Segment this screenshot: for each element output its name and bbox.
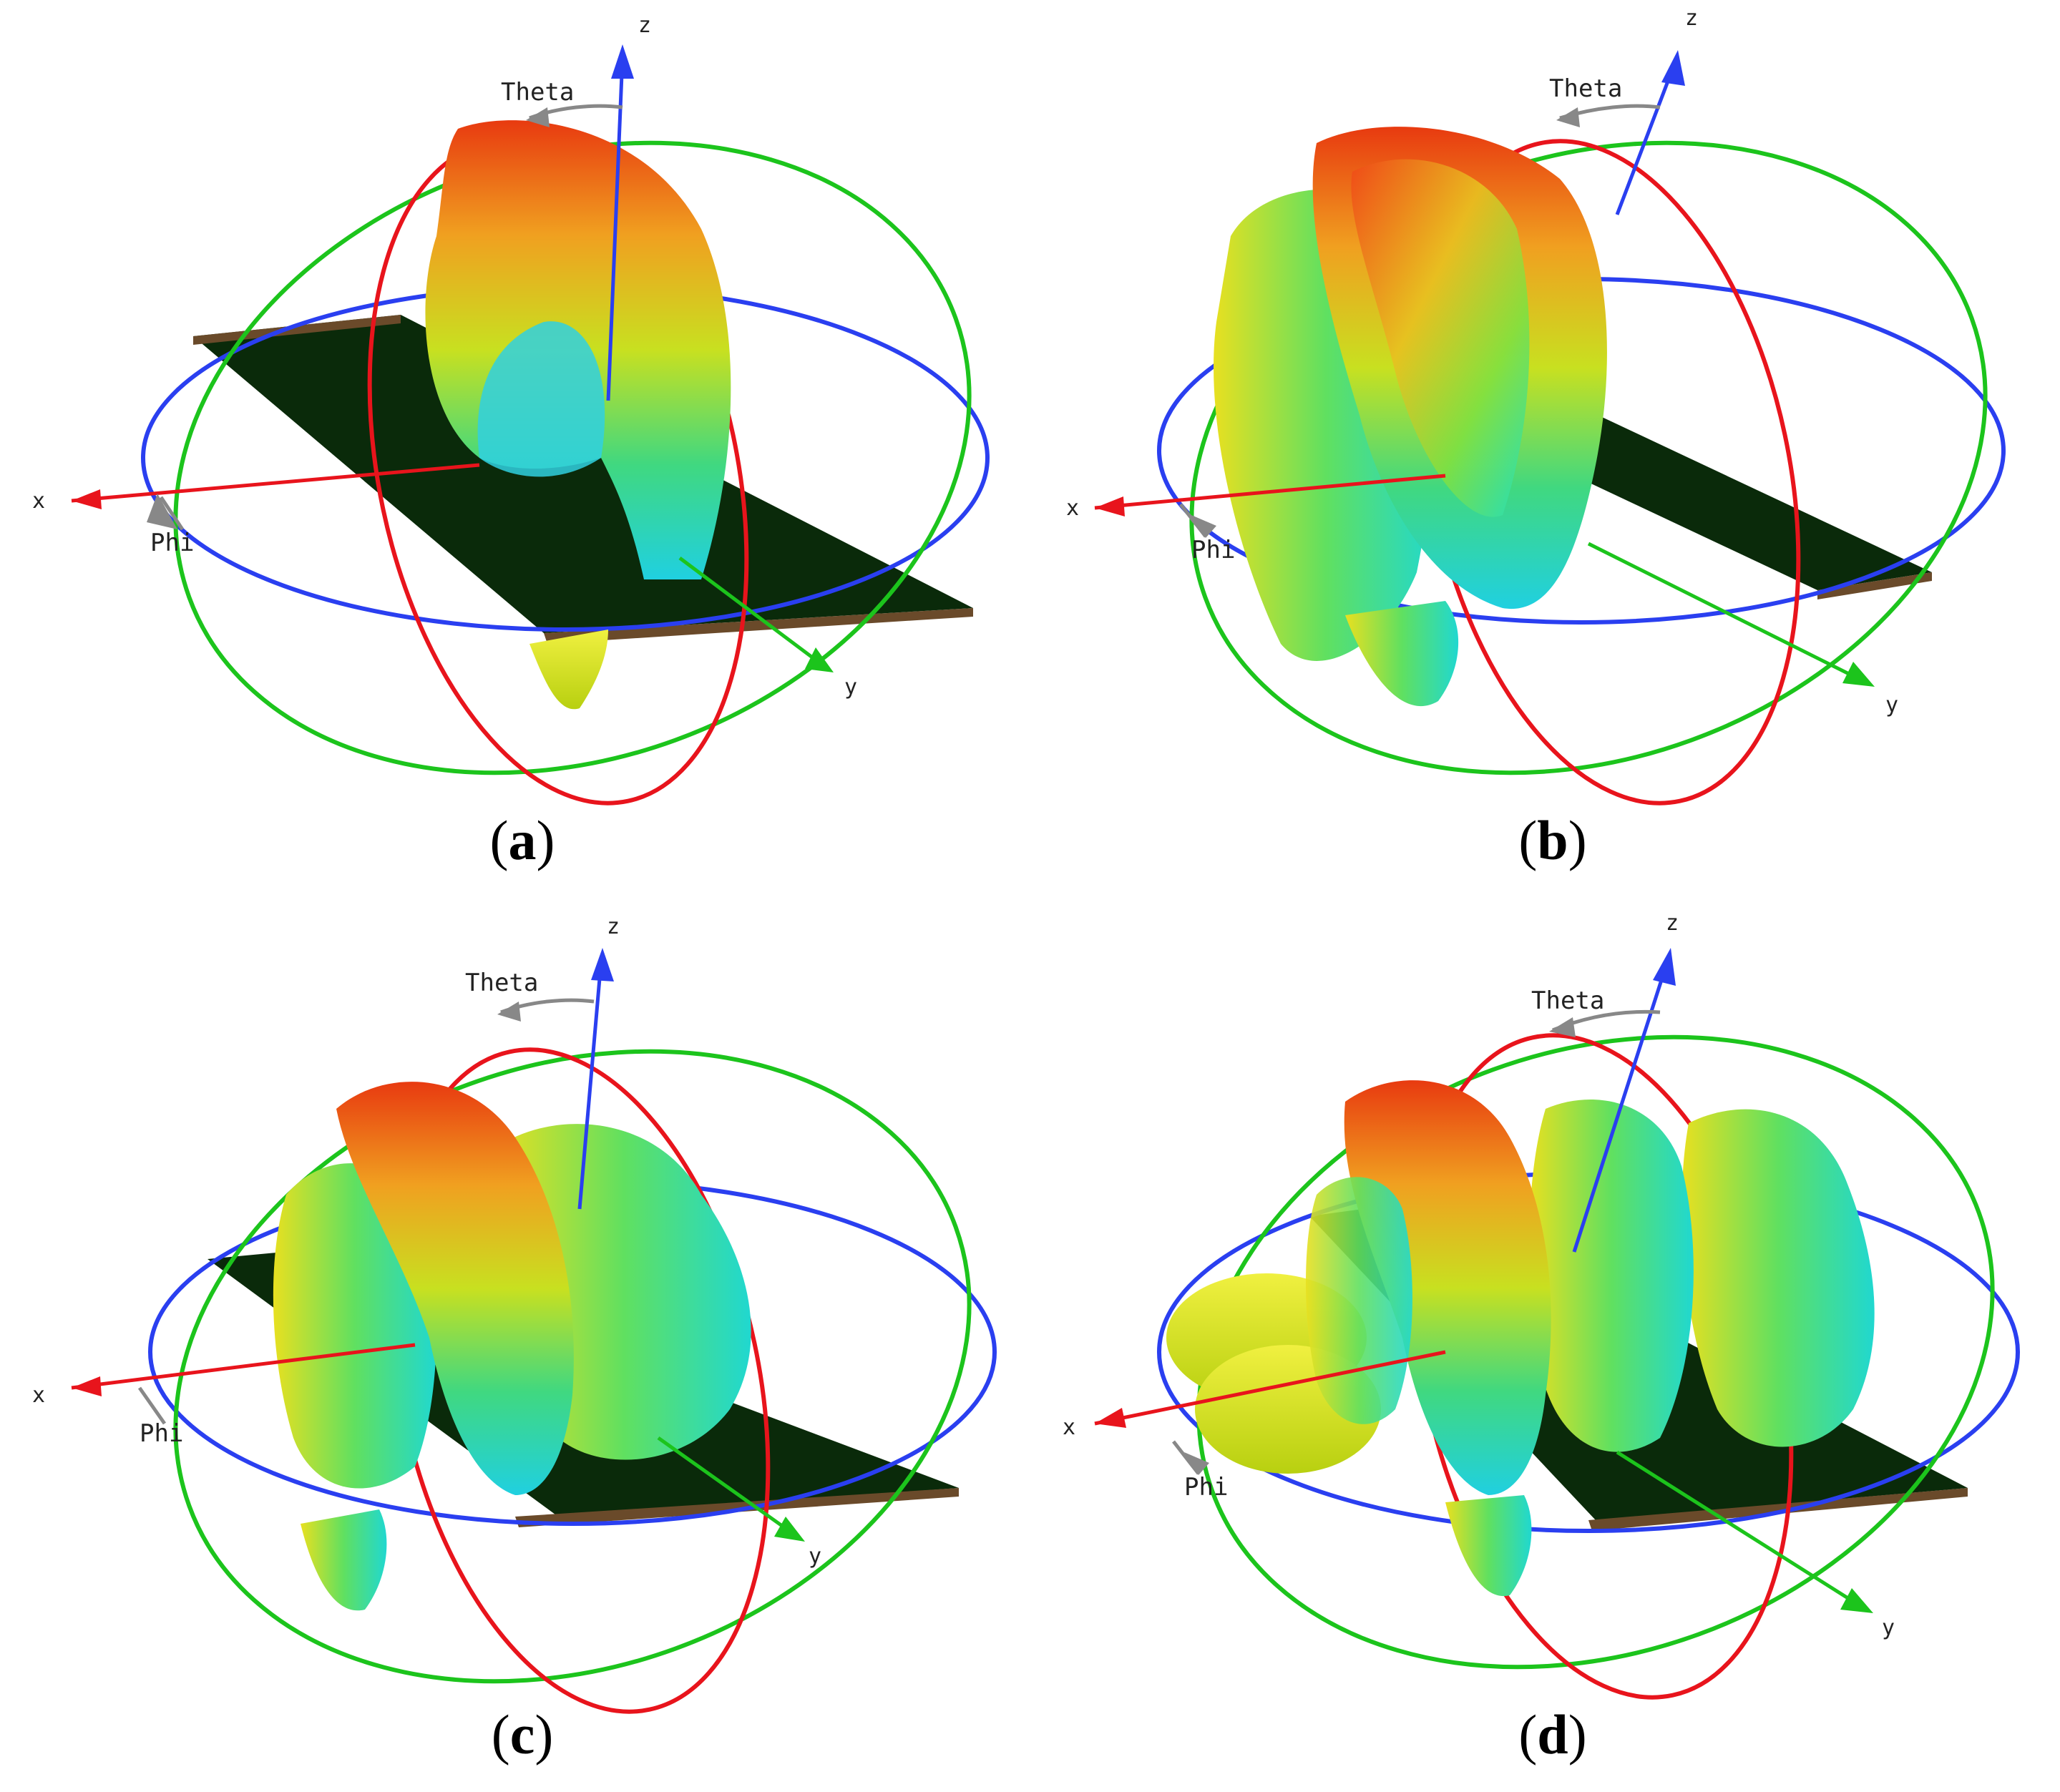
y-label: y [1885,692,1898,718]
y-axis [1616,1450,1862,1608]
x-axis [71,1343,416,1390]
caption-d: (d) [1518,1703,1587,1766]
panel-c: z Theta x Phi y (c) [14,894,1030,1788]
z-label: z [638,13,651,38]
caption-c: (c) [491,1703,554,1766]
x-axis [1094,474,1446,510]
theta-label: Theta [1549,74,1622,103]
y-axis [678,557,824,667]
phi-label: Phi [140,1419,183,1448]
y-axis [1587,542,1862,682]
y-label: y [844,675,857,700]
ground-plate [193,315,973,633]
theta-ring-green [1196,1034,1995,1670]
x-label: x [32,1383,45,1408]
z-label: z [607,914,620,939]
z-axis [577,961,603,1210]
plate-edge [1588,1488,1968,1531]
main-lobe [1344,1080,1551,1495]
side-lobe-right [1681,1109,1875,1447]
theta-label: Theta [1531,986,1604,1015]
caption-a: (a) [489,809,555,871]
z-axis [606,57,625,401]
x-axis [1094,1350,1446,1426]
main-lobe [336,1082,574,1495]
radiation-pattern-d: z Theta x Phi y [1063,911,2020,1700]
y-label: y [809,1544,821,1569]
x-label: x [1063,1415,1075,1440]
z-label: z [1685,6,1698,31]
x-axis [71,463,480,503]
phi-label: Phi [150,529,194,557]
y-label: y [1882,1615,1895,1640]
phi-label: Phi [1184,1473,1228,1502]
z-label: z [1666,911,1679,936]
y-axis [657,1436,796,1537]
caption-b: (b) [1518,809,1587,871]
panel-d: z Theta x Phi y (d) [1045,894,2060,1788]
x-label: x [1066,496,1079,521]
panel-b: z Theta x Phi y (b) [1045,0,2060,894]
theta-label: Theta [465,969,538,997]
radiation-pattern-a: z Theta x Phi y [32,13,990,806]
theta-label: Theta [501,78,574,107]
panel-a: z Theta x Phi y (a) [14,0,1030,894]
plate-edge [515,1488,959,1527]
x-label: x [32,489,45,514]
radiation-pattern-c: z Theta x Phi y [32,914,997,1714]
phi-label: Phi [1191,536,1235,564]
z-axis [1615,64,1676,215]
plate-edge [1817,572,1932,599]
radiation-pattern-b: z Theta x Phi y [1066,6,2006,806]
plate-edge [544,608,973,644]
theta-ring-green [173,1049,972,1684]
